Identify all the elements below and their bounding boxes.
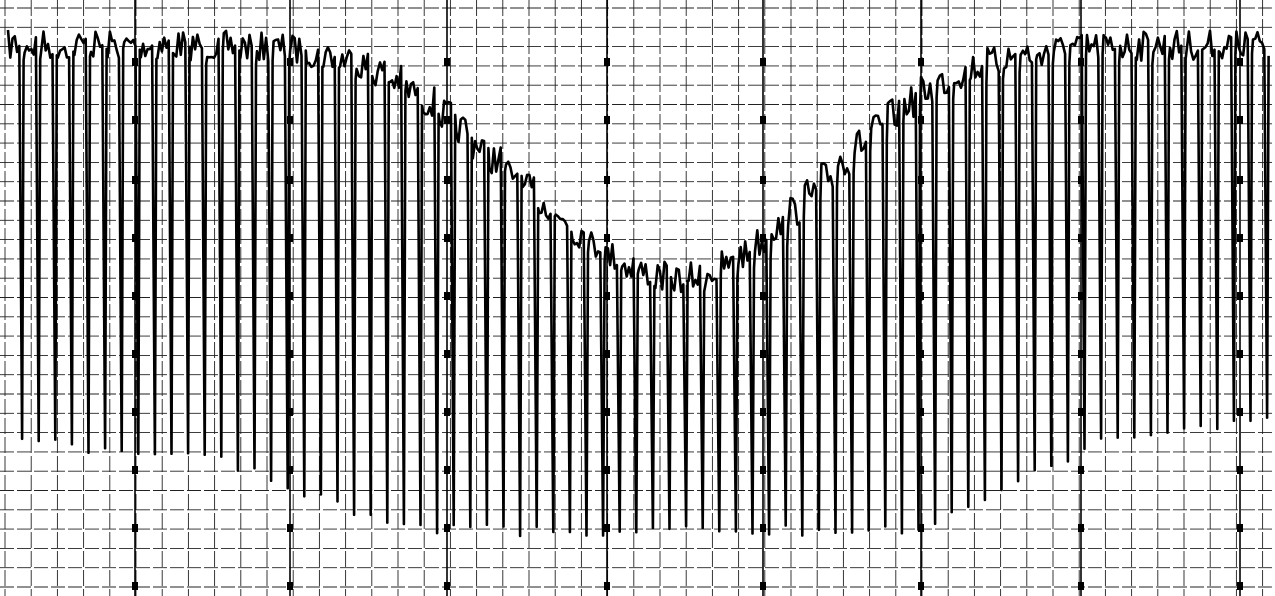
hour-mark bbox=[604, 466, 610, 474]
hour-mark bbox=[918, 58, 924, 66]
hour-mark bbox=[918, 408, 924, 416]
hour-mark bbox=[287, 234, 293, 242]
hour-mark bbox=[1078, 350, 1084, 358]
hour-mark bbox=[132, 292, 138, 300]
hour-mark bbox=[760, 350, 766, 358]
hour-mark bbox=[132, 408, 138, 416]
hour-mark bbox=[604, 58, 610, 66]
hour-mark bbox=[444, 292, 450, 300]
hour-mark bbox=[287, 466, 293, 474]
hour-mark bbox=[918, 292, 924, 300]
hour-mark bbox=[287, 582, 293, 590]
hour-mark bbox=[604, 582, 610, 590]
hour-mark bbox=[604, 350, 610, 358]
hour-mark bbox=[1078, 524, 1084, 532]
hour-mark bbox=[1237, 408, 1243, 416]
hour-mark bbox=[760, 408, 766, 416]
hour-mark bbox=[760, 116, 766, 124]
hour-mark bbox=[444, 176, 450, 184]
hour-mark bbox=[132, 234, 138, 242]
hour-mark bbox=[1078, 176, 1084, 184]
trace-line bbox=[6, 29, 1270, 538]
hour-mark bbox=[132, 176, 138, 184]
hour-mark bbox=[287, 292, 293, 300]
hour-mark bbox=[1237, 582, 1243, 590]
hour-mark bbox=[1237, 524, 1243, 532]
hour-mark bbox=[287, 408, 293, 416]
hour-mark bbox=[760, 292, 766, 300]
hour-mark bbox=[760, 234, 766, 242]
hour-mark bbox=[760, 176, 766, 184]
hour-mark bbox=[1078, 466, 1084, 474]
hour-mark bbox=[1237, 350, 1243, 358]
hour-mark bbox=[444, 350, 450, 358]
hour-mark bbox=[604, 524, 610, 532]
hour-mark bbox=[760, 58, 766, 66]
hour-mark bbox=[604, 116, 610, 124]
hour-mark bbox=[604, 292, 610, 300]
hour-mark bbox=[1237, 116, 1243, 124]
hour-mark bbox=[444, 582, 450, 590]
hour-mark bbox=[1237, 234, 1243, 242]
hour-mark bbox=[1078, 234, 1084, 242]
hour-mark bbox=[444, 466, 450, 474]
hour-mark bbox=[287, 524, 293, 532]
hour-mark bbox=[1078, 582, 1084, 590]
hour-mark bbox=[132, 582, 138, 590]
hour-mark bbox=[1078, 408, 1084, 416]
hour-mark bbox=[918, 350, 924, 358]
hour-mark bbox=[604, 176, 610, 184]
trace bbox=[6, 29, 1270, 538]
hour-mark bbox=[918, 524, 924, 532]
hour-mark bbox=[444, 234, 450, 242]
hour-mark bbox=[760, 466, 766, 474]
hour-mark bbox=[444, 524, 450, 532]
hour-mark bbox=[444, 58, 450, 66]
hour-mark bbox=[444, 116, 450, 124]
hour-mark bbox=[1237, 466, 1243, 474]
hour-mark bbox=[444, 408, 450, 416]
hour-mark bbox=[918, 466, 924, 474]
hour-mark bbox=[760, 582, 766, 590]
hour-mark bbox=[604, 234, 610, 242]
hour-mark bbox=[1237, 292, 1243, 300]
hour-mark bbox=[1237, 176, 1243, 184]
hour-mark bbox=[1078, 292, 1084, 300]
hour-mark bbox=[132, 524, 138, 532]
hour-mark bbox=[918, 234, 924, 242]
hour-mark bbox=[604, 408, 610, 416]
hour-mark bbox=[1237, 58, 1243, 66]
hour-mark bbox=[760, 524, 766, 532]
hour-mark bbox=[918, 582, 924, 590]
hour-mark bbox=[132, 350, 138, 358]
hour-mark bbox=[132, 466, 138, 474]
hour-mark bbox=[287, 350, 293, 358]
